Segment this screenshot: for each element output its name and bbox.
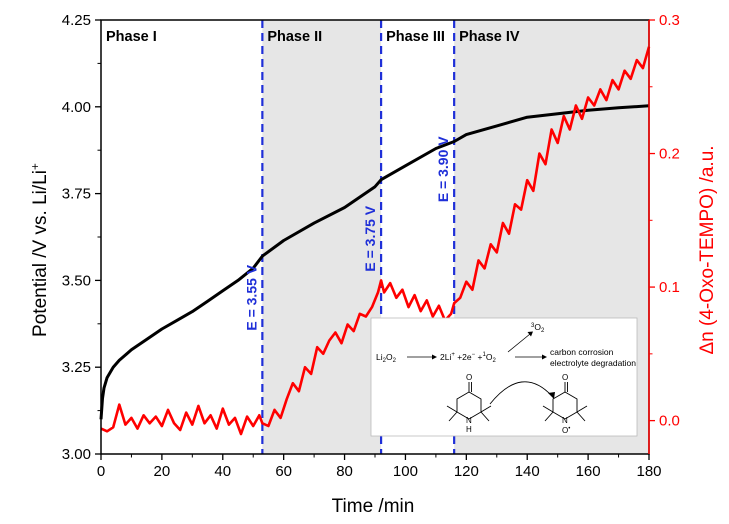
y-left-tick-label-2: 3.50 (62, 272, 91, 289)
boundary-label-3: E = 3.90 V (435, 136, 451, 202)
molecule-right-oxyl: O• (562, 426, 570, 435)
inset-curved-arrowhead (548, 392, 555, 399)
x-tick-label-5: 100 (393, 463, 418, 480)
y-axis-left-title-sup: + (28, 163, 42, 170)
molecule-left (446, 382, 492, 422)
y-left-tick-label-5: 4.25 (62, 12, 91, 29)
phase-label-2: Phase II (267, 29, 322, 45)
x-tick-label-3: 60 (275, 463, 292, 480)
molecule-right-n: N (562, 416, 568, 425)
boundary-label-2: E = 3.75 V (362, 205, 378, 271)
y-left-tick-label-0: 3.00 (62, 446, 91, 463)
x-tick-label-6: 120 (454, 463, 479, 480)
y-axis-right-title: Δn (4-Oxo-TEMPO) /a.u. (697, 145, 718, 354)
phase-label-3: Phase III (386, 29, 445, 45)
y-right-tick-label-2: 0.2 (659, 146, 680, 163)
x-axis-title: Time /min (332, 496, 415, 517)
inset-arrowhead-3 (527, 331, 533, 337)
inset-arrowhead-2 (542, 354, 547, 360)
molecule-right (542, 382, 588, 422)
inset-box (370, 317, 638, 437)
x-axis: 0 20 40 60 80 100 120 140 160 180 (97, 454, 662, 480)
boundary-labels: E = 3.55 V E = 3.75 V E = 3.90 V (243, 136, 451, 331)
x-tick-label-9: 180 (636, 463, 661, 480)
x-tick-label-8: 160 (576, 463, 601, 480)
inset-outcome-1: carbon corrosion (550, 347, 614, 357)
y-right-tick-label-1: 0.1 (659, 279, 680, 296)
molecule-left-h: H (466, 425, 472, 434)
molecule-left-n: N (466, 416, 472, 425)
boundary-label-1: E = 3.55 V (243, 264, 259, 330)
phase-label-1: Phase I (106, 29, 157, 45)
phase-boundaries (261, 20, 456, 454)
phase-labels: Phase I Phase II Phase III Phase IV (106, 29, 520, 45)
y-left-tick-label-4: 4.00 (62, 99, 91, 116)
inset-curved-arrow (489, 381, 553, 405)
y-left-tick-label-3: 3.75 (62, 186, 91, 203)
inset-arrowhead-1 (432, 354, 437, 360)
y-axis-left-title-main: Potential /V vs. Li/Li (30, 170, 51, 337)
x-tick-label-1: 20 (154, 463, 171, 480)
inset-scheme: Li2O2 2Li+ +2e− +1O2 carbon corrosion el… (370, 317, 638, 437)
series-group (99, 46, 651, 436)
inset-outcome-2: electrolyte degradation (550, 358, 636, 368)
y-right-tick-label-3: 0.3 (659, 12, 680, 29)
x-tick-label-7: 140 (515, 463, 540, 480)
inset-reactant: Li2O2 (376, 352, 397, 364)
y-right-tick-label-0: 0.0 (659, 413, 680, 430)
molecule-right-o: O (562, 373, 568, 382)
inset-products: 2Li+ +2e− +1O2 (440, 352, 496, 364)
x-tick-label-0: 0 (97, 463, 105, 480)
phase-shade-2 (262, 20, 382, 454)
phase-label-4: Phase IV (459, 29, 520, 45)
y-axis-left-title: Potential /V vs. Li/Li+ (28, 163, 51, 337)
series-potential-line (99, 104, 650, 420)
inset-triplet-oxygen: 3O2 (531, 322, 545, 334)
y-axis-left: 3.00 3.25 3.50 3.75 4.00 4.25 (62, 12, 101, 463)
x-tick-label-2: 40 (214, 463, 231, 480)
y-axis-right: 0.0 0.1 0.2 0.3 (648, 12, 680, 454)
y-left-tick-label-1: 3.25 (62, 359, 91, 376)
inset-arrow-3 (507, 333, 531, 353)
x-tick-label-4: 80 (336, 463, 353, 480)
molecule-left-o: O (466, 373, 472, 382)
series-tempo-line (100, 46, 651, 436)
